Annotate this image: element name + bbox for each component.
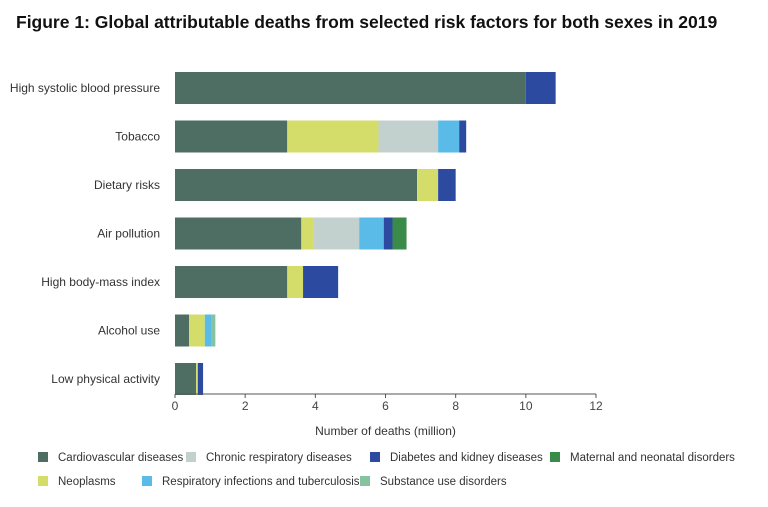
legend-swatch <box>38 452 48 462</box>
bar-segment <box>359 217 384 250</box>
bar-segment <box>438 169 456 201</box>
bar-segment <box>204 314 212 347</box>
bar-segment <box>392 217 407 250</box>
x-tick-label: 2 <box>242 399 249 413</box>
bar-segment <box>175 363 197 395</box>
category-label: Air pollution <box>97 227 160 241</box>
bar-segment <box>459 120 467 153</box>
bar-segment <box>287 120 379 153</box>
legend-label: Cardiovascular diseases <box>58 452 184 464</box>
x-tick-label: 6 <box>382 399 389 413</box>
bar-segment <box>197 363 204 395</box>
bar-segment <box>313 217 360 250</box>
legend-label: Diabetes and kidney diseases <box>390 452 543 464</box>
category-label: Dietary risks <box>94 178 160 192</box>
category-label: High systolic blood pressure <box>10 81 160 95</box>
bar-segment <box>525 72 556 104</box>
bar-segment <box>438 120 460 153</box>
legend-swatch <box>142 476 152 486</box>
x-axis-title: Number of deaths (million) <box>315 424 456 438</box>
bar-segment <box>175 266 288 298</box>
chart-title: Figure 1: Global attributable deaths fro… <box>16 12 718 32</box>
legend-label: Maternal and neonatal disorders <box>570 452 735 464</box>
bar-segment <box>287 266 304 298</box>
x-tick-label: 0 <box>172 399 179 413</box>
bar-segment <box>175 169 418 201</box>
category-label: Low physical activity <box>51 372 160 386</box>
bar-segment <box>189 314 205 347</box>
x-tick-label: 8 <box>452 399 459 413</box>
bar-segment <box>378 120 439 153</box>
bar-segment <box>175 120 288 153</box>
legend-swatch <box>38 476 48 486</box>
legend-swatch <box>550 452 560 462</box>
legend-label: Respiratory infections and tuberculosis <box>162 476 360 488</box>
legend-label: Substance use disorders <box>380 476 507 488</box>
category-label: High body-mass index <box>41 275 160 289</box>
bar-segment <box>301 217 314 250</box>
bar-segment <box>417 169 439 201</box>
legend-swatch <box>360 476 370 486</box>
x-tick-label: 12 <box>589 399 603 413</box>
x-tick-label: 4 <box>312 399 319 413</box>
bar-segment <box>175 72 526 104</box>
bar-segment <box>383 217 393 250</box>
bar-segment <box>175 314 190 347</box>
x-tick-label: 10 <box>519 399 533 413</box>
legend-label: Neoplasms <box>58 476 116 488</box>
category-label: Tobacco <box>115 130 160 144</box>
bar-segment <box>211 314 216 347</box>
legend-swatch <box>186 452 196 462</box>
bar-segment <box>196 363 198 395</box>
legend-label: Chronic respiratory diseases <box>206 452 352 464</box>
category-label: Alcohol use <box>98 324 160 338</box>
legend-swatch <box>370 452 380 462</box>
bar-segment <box>303 266 339 298</box>
bar-segment <box>175 217 302 250</box>
